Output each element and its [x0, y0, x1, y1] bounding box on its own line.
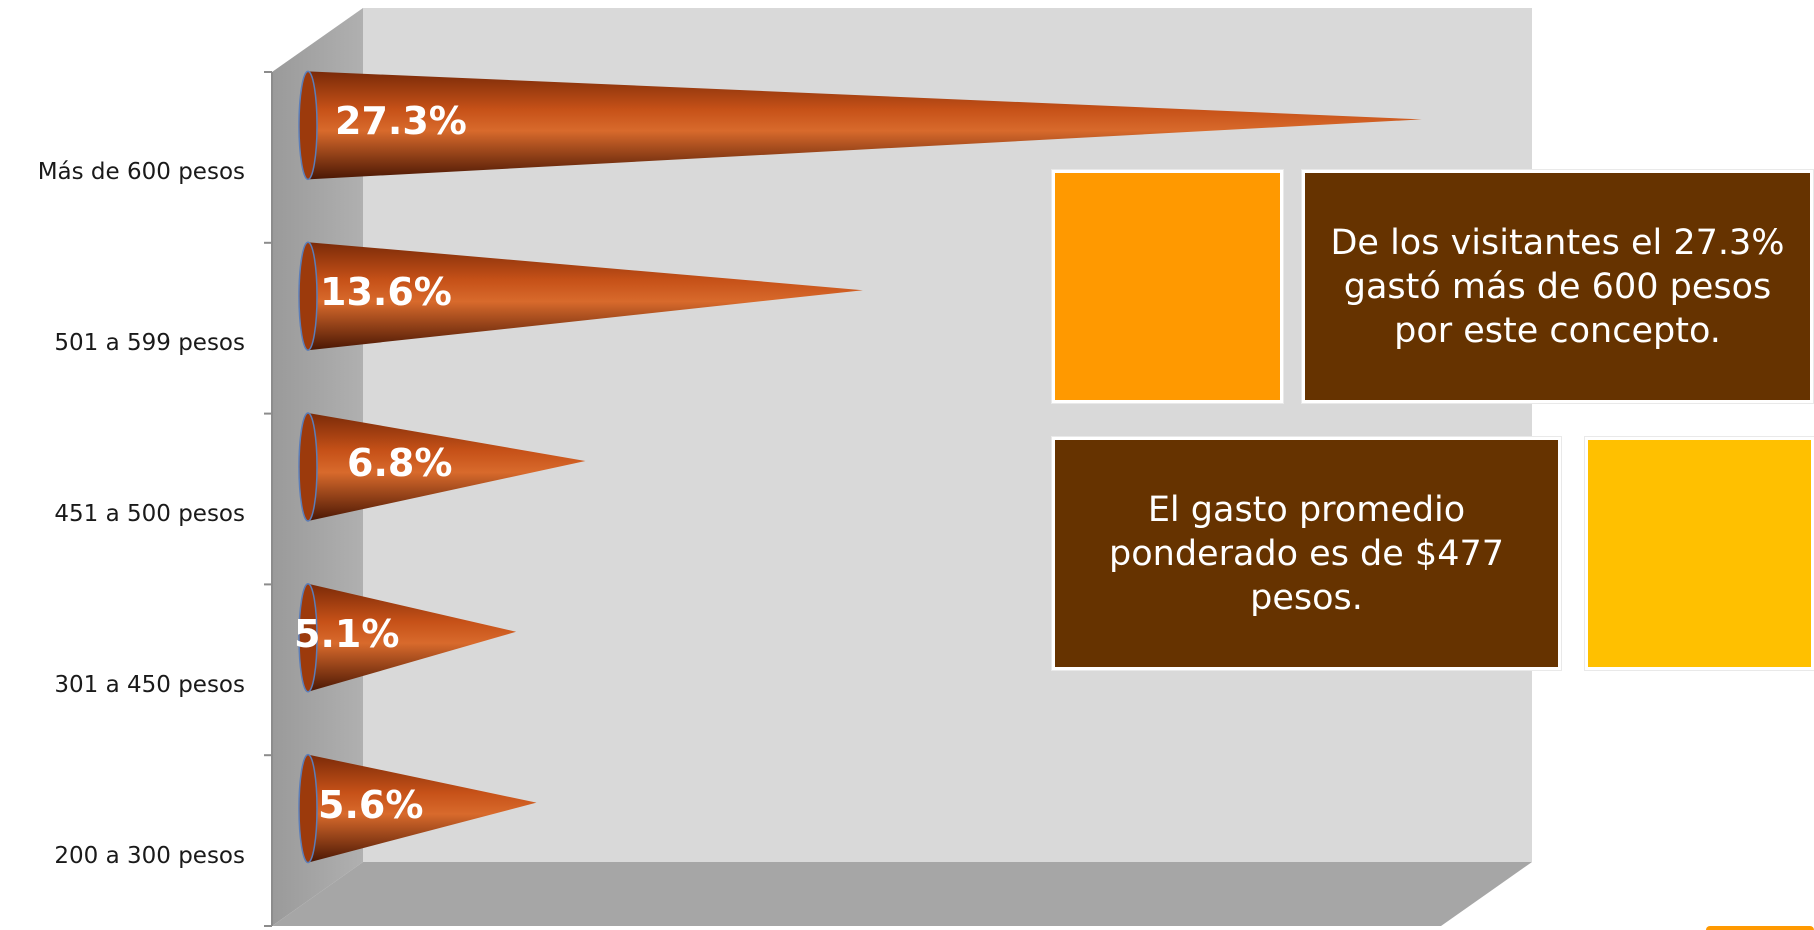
data-label: 6.8%: [347, 441, 453, 485]
orange-swatch: [1052, 170, 1283, 403]
cone-body: [308, 583, 517, 692]
category-label: 301 a 450 pesos: [54, 671, 245, 698]
category-label: 501 a 599 pesos: [54, 330, 245, 357]
note-top: De los visitantes el 27.3% gastó más de …: [1302, 170, 1813, 403]
corner-decoration: [1706, 926, 1814, 930]
category-label: 451 a 500 pesos: [54, 501, 245, 527]
category-label: 200 a 300 pesos: [54, 842, 245, 869]
note-top-text: De los visitantes el 27.3% gastó más de …: [1330, 222, 1785, 351]
cone-bar: [298, 241, 863, 351]
data-label: 13.6%: [320, 270, 452, 315]
cone-bar: [298, 583, 517, 693]
chart-floor: [272, 862, 1532, 926]
cone-base: [298, 583, 318, 693]
cone-body: [308, 413, 586, 521]
cone-bar: [298, 412, 586, 522]
data-label: 27.3%: [335, 99, 467, 144]
cone-base: [298, 753, 318, 864]
data-label: 5.1%: [294, 611, 400, 656]
category-label: Más de 600 pesos: [37, 159, 245, 186]
cone-base: [298, 70, 318, 181]
cone-bar: [298, 753, 537, 864]
cone-body: [308, 754, 537, 863]
cone-base: [298, 241, 318, 351]
data-label: 5.6%: [318, 782, 424, 827]
note-bottom-text: El gasto promedio ponderado es de $477 p…: [1109, 489, 1504, 618]
cone-base: [298, 412, 318, 522]
cone-body: [308, 71, 1422, 180]
yellow-swatch: [1585, 437, 1814, 670]
note-bottom: El gasto promedio ponderado es de $477 p…: [1052, 437, 1561, 670]
cone-bar: [298, 70, 1422, 181]
cone-body: [308, 242, 863, 351]
